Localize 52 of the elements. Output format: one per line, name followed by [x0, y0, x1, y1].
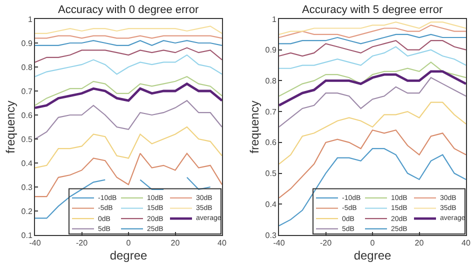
- x-tick-label: 0: [126, 238, 132, 248]
- y-tick-label: 0.4: [265, 200, 277, 209]
- line-series: [279, 34, 466, 44]
- y-tick-label: 0.9: [265, 46, 277, 55]
- y-tick-label: 0.6: [21, 110, 33, 120]
- line-series: [279, 77, 466, 128]
- x-tick-label: -20: [76, 238, 88, 248]
- y-tick-label: 0.6: [265, 138, 277, 148]
- y-tick-label: 1: [28, 14, 33, 24]
- line-series: [35, 126, 222, 168]
- line-series: [35, 100, 222, 140]
- chart-title: Accuracy with 5 degree error: [302, 4, 443, 16]
- y-tick-label: 0.5: [21, 134, 33, 144]
- x-tick-label: 20: [170, 238, 180, 248]
- line-series: [35, 26, 222, 34]
- y-tick-label: 0.9: [21, 38, 33, 48]
- line-series: [279, 24, 466, 38]
- y-tick-label: 0.8: [21, 62, 33, 72]
- x-tick-label: -20: [320, 238, 332, 248]
- x-tick-label: -40: [29, 238, 42, 248]
- y-tick-label: 0.3: [21, 182, 33, 192]
- x-tick-label: -40: [273, 238, 286, 248]
- line-series: [35, 82, 222, 109]
- x-axis-title: degree: [354, 248, 392, 262]
- x-tick-label: 20: [414, 238, 424, 248]
- y-axis-title: frequency: [4, 100, 18, 154]
- y-tick-label: 0.2: [21, 206, 33, 216]
- line-series: [279, 148, 466, 226]
- y-tick-label: 0.8: [265, 76, 277, 86]
- y-tick-label: 1: [272, 14, 277, 24]
- line-series: [279, 40, 466, 57]
- y-tick-label: 0.4: [21, 158, 33, 168]
- line-series: [279, 130, 466, 199]
- y-tick-label: 0.7: [21, 86, 33, 96]
- line-series: [279, 62, 466, 97]
- line-series: [279, 46, 466, 69]
- y-tick-label: 0.7: [265, 107, 277, 116]
- line-series: [35, 54, 222, 78]
- x-tick-label: 0: [370, 238, 376, 248]
- x-axis-title: degree: [110, 248, 148, 262]
- x-tick-label: 40: [462, 238, 471, 248]
- y-tick-label: 0.5: [265, 169, 277, 178]
- line-series: [35, 47, 222, 63]
- x-tick-label: 40: [218, 238, 227, 248]
- line-series: [279, 102, 466, 165]
- line-series: [279, 70, 466, 107]
- line-series: [279, 22, 466, 35]
- y-axis-title: frequency: [248, 100, 262, 154]
- y-tick-label: 0.1: [21, 230, 33, 240]
- chart-title: Accuracy with 0 degree error: [58, 4, 199, 16]
- line-series: [35, 76, 222, 106]
- y-tick-label: 0.3: [265, 230, 277, 240]
